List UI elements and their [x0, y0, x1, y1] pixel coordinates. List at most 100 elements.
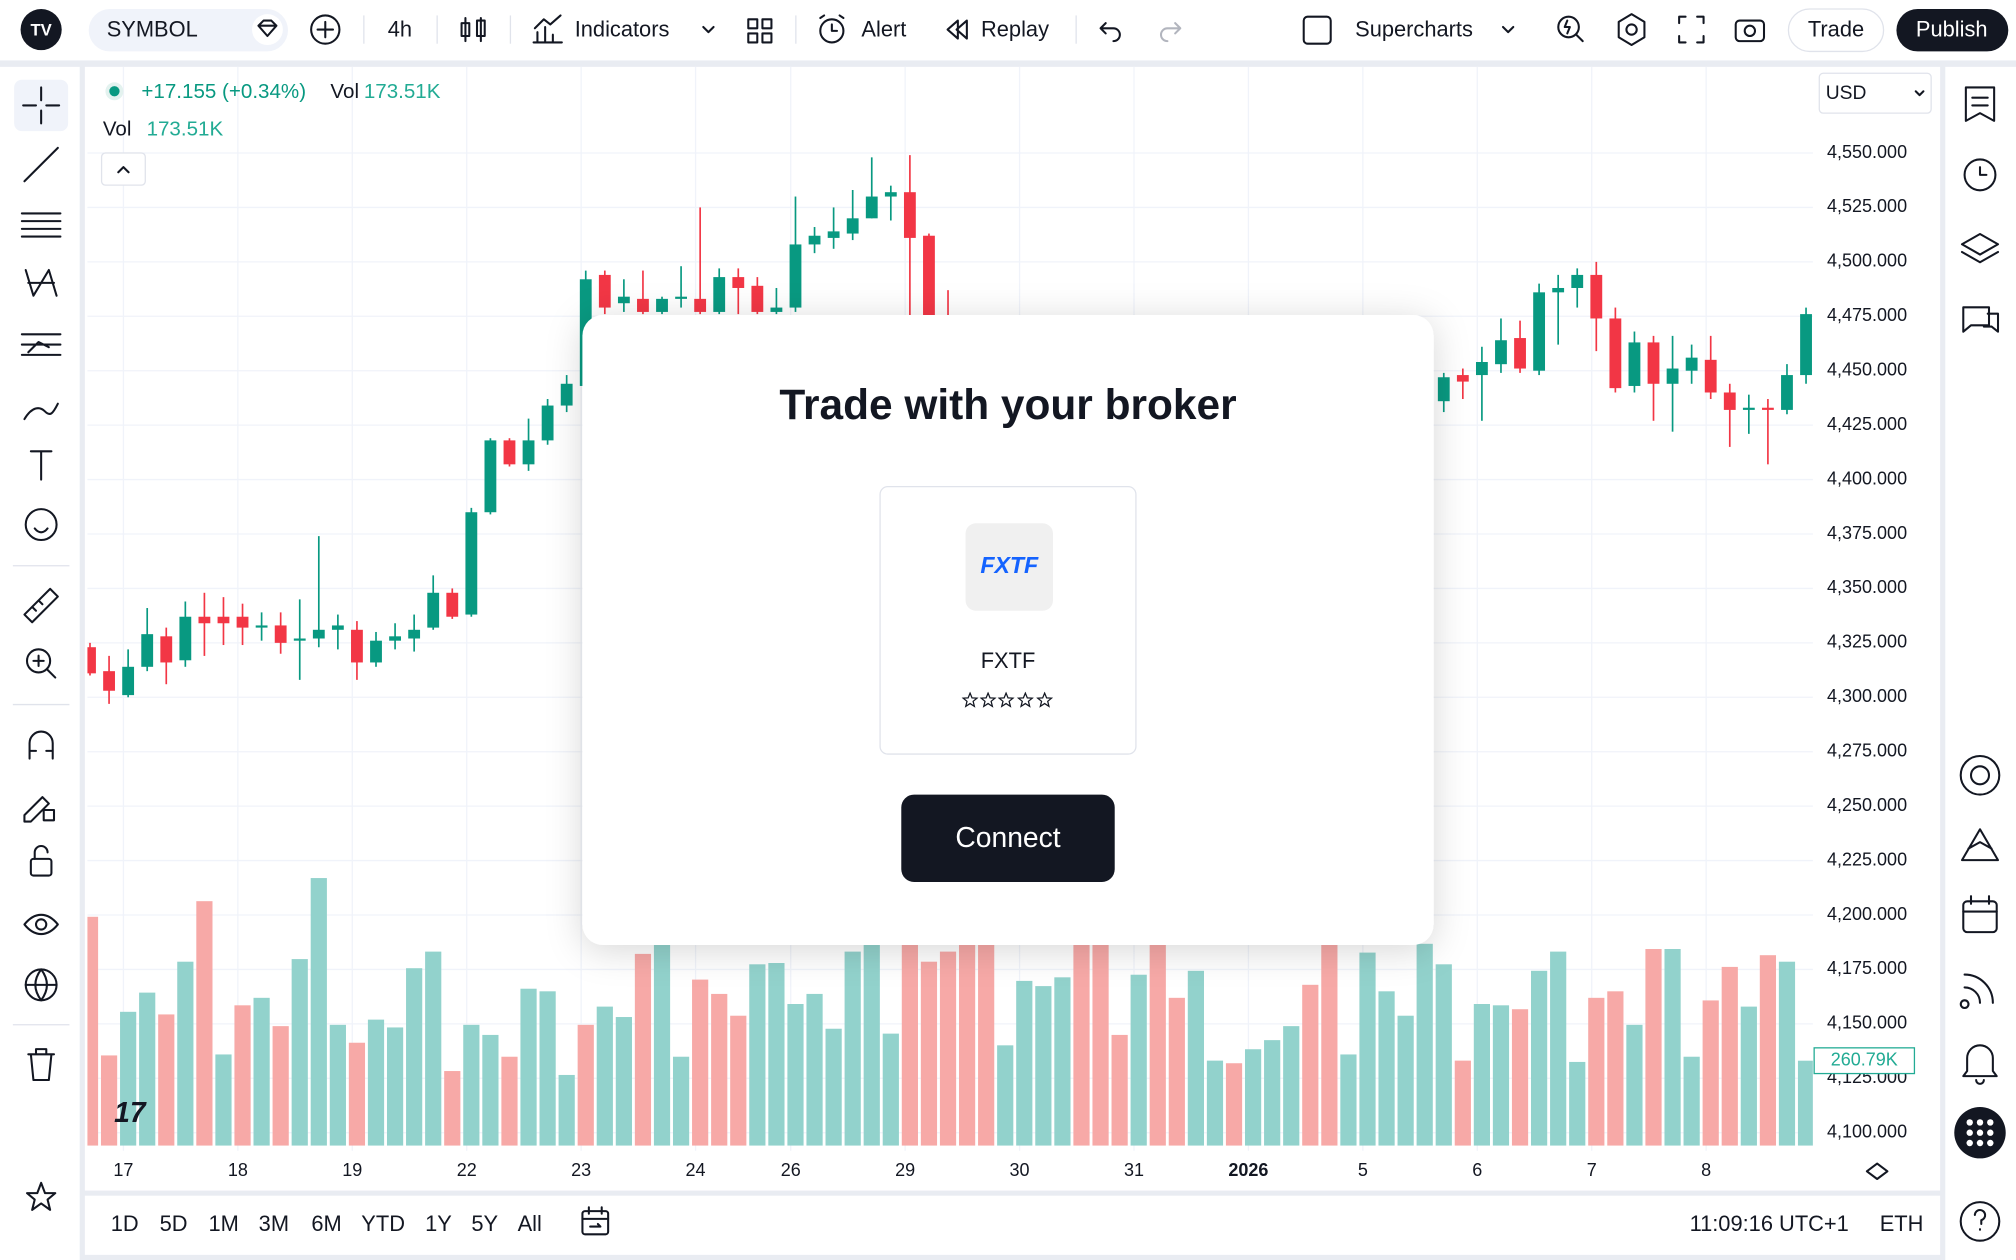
chevron[interactable] [1501, 25, 1515, 34]
snapshot[interactable] [1734, 19, 1766, 43]
currency-select[interactable] [1818, 72, 1932, 114]
alert-icon[interactable] [819, 18, 845, 44]
y-tick-label: 4,200.000 [1827, 904, 1907, 924]
news[interactable] [1959, 973, 1994, 1009]
x-tick-label: 17 [113, 1160, 133, 1180]
session[interactable]: ETH [1880, 1211, 1924, 1236]
text-tool[interactable] [29, 450, 53, 481]
volume-bar [711, 993, 728, 1146]
magnet[interactable] [28, 730, 54, 760]
clock[interactable]: 11:09:16 UTC+1 [1690, 1211, 1849, 1236]
watchlist-star[interactable] [25, 1181, 57, 1211]
chevron[interactable] [702, 25, 715, 34]
trade[interactable]: Trade [1808, 17, 1864, 42]
undo[interactable] [1099, 22, 1121, 43]
patterns[interactable] [24, 268, 58, 297]
diamond-icon[interactable] [257, 19, 278, 38]
range-button[interactable]: 5Y [471, 1211, 498, 1236]
crosshair[interactable] [22, 86, 61, 125]
calendar[interactable] [1962, 900, 1998, 934]
replay[interactable]: Replay [981, 17, 1049, 42]
candle-body [846, 218, 859, 234]
right-toolbar [1945, 66, 2016, 1260]
candle-body [1437, 377, 1450, 402]
layout-box[interactable] [1302, 15, 1332, 45]
layout-name[interactable]: Supercharts [1355, 17, 1473, 42]
chats[interactable] [1962, 306, 2000, 333]
eye[interactable] [23, 913, 59, 936]
object-tree[interactable] [1960, 232, 2000, 264]
trade-button[interactable] [1787, 8, 1885, 53]
layouts-icon[interactable] [747, 18, 773, 44]
help[interactable] [1959, 1201, 2001, 1242]
notifications[interactable] [1962, 1044, 1998, 1085]
volume-bar [482, 1034, 499, 1146]
volume-bar [196, 901, 213, 1146]
range-button[interactable]: All [518, 1211, 542, 1236]
publish-button[interactable] [1896, 9, 2009, 52]
watchlist[interactable] [1964, 86, 1996, 122]
redo[interactable] [1159, 22, 1182, 43]
broker-card[interactable] [879, 486, 1137, 755]
candle-body [1609, 318, 1622, 389]
connect[interactable]: Connect [955, 821, 1060, 853]
trash[interactable] [27, 1048, 56, 1082]
alerts[interactable] [1963, 158, 1997, 192]
range-button[interactable]: 5D [160, 1211, 188, 1236]
interval[interactable]: 4h [388, 17, 412, 42]
qs-bolt [1563, 19, 1584, 43]
chart-type[interactable] [460, 16, 486, 43]
quick-search[interactable] [1557, 15, 1580, 39]
range-button[interactable]: 3M [259, 1211, 289, 1236]
range-button[interactable]: 1Y [425, 1211, 452, 1236]
volume-bar [501, 1056, 518, 1146]
add-symbol[interactable] [310, 14, 341, 45]
volume-bar [1416, 943, 1433, 1146]
currency[interactable]: USD [1826, 83, 1867, 104]
volume-bar [1683, 1056, 1700, 1146]
candle-body [1704, 359, 1717, 393]
range-button[interactable]: YTD [361, 1211, 405, 1236]
x-tick-label: 2026 [1228, 1160, 1268, 1180]
x-tick-label: 7 [1587, 1160, 1597, 1180]
volume-bar [177, 961, 194, 1146]
symbol[interactable]: SYMBOL [107, 17, 198, 42]
fib[interactable] [20, 212, 62, 238]
y-tick-label: 4,425.000 [1827, 414, 1907, 434]
date-range[interactable] [581, 1210, 610, 1236]
indicators-icon[interactable] [532, 14, 563, 44]
symbol-search[interactable] [88, 9, 288, 52]
trend-line[interactable] [23, 146, 59, 183]
axis-settings[interactable] [1865, 1162, 1889, 1181]
forecasting[interactable] [20, 333, 62, 356]
volume-bar [425, 951, 442, 1146]
indicators[interactable]: Indicators [575, 17, 670, 42]
ruler[interactable] [23, 587, 59, 624]
pine[interactable] [1960, 828, 2000, 862]
zoom[interactable] [25, 648, 52, 674]
candle-body [656, 298, 668, 312]
broker-name: FXTF [981, 648, 1036, 673]
volume-bar [406, 968, 423, 1146]
logo[interactable] [20, 9, 62, 51]
volume-bar [958, 917, 976, 1146]
lock-drawing[interactable] [23, 796, 56, 823]
emoji[interactable] [24, 508, 58, 542]
screener[interactable] [1959, 754, 2001, 796]
replay-icon[interactable] [946, 19, 968, 40]
range-button[interactable]: 1D [111, 1211, 139, 1236]
lock[interactable] [29, 857, 53, 877]
volume-bar [1626, 1024, 1643, 1146]
candle-body [122, 666, 135, 696]
fullscreen[interactable] [1678, 15, 1705, 44]
publish[interactable]: Publish [1916, 17, 1988, 42]
connect-button[interactable] [901, 794, 1115, 882]
range-button[interactable]: 1M [209, 1211, 239, 1236]
candle-body [1552, 287, 1565, 293]
settings[interactable] [1617, 13, 1646, 47]
range-button[interactable]: 6M [311, 1211, 341, 1236]
brush[interactable] [23, 402, 59, 421]
volume-bar [1664, 949, 1681, 1146]
collapse-legend[interactable] [100, 152, 146, 186]
alert[interactable]: Alert [861, 17, 906, 42]
